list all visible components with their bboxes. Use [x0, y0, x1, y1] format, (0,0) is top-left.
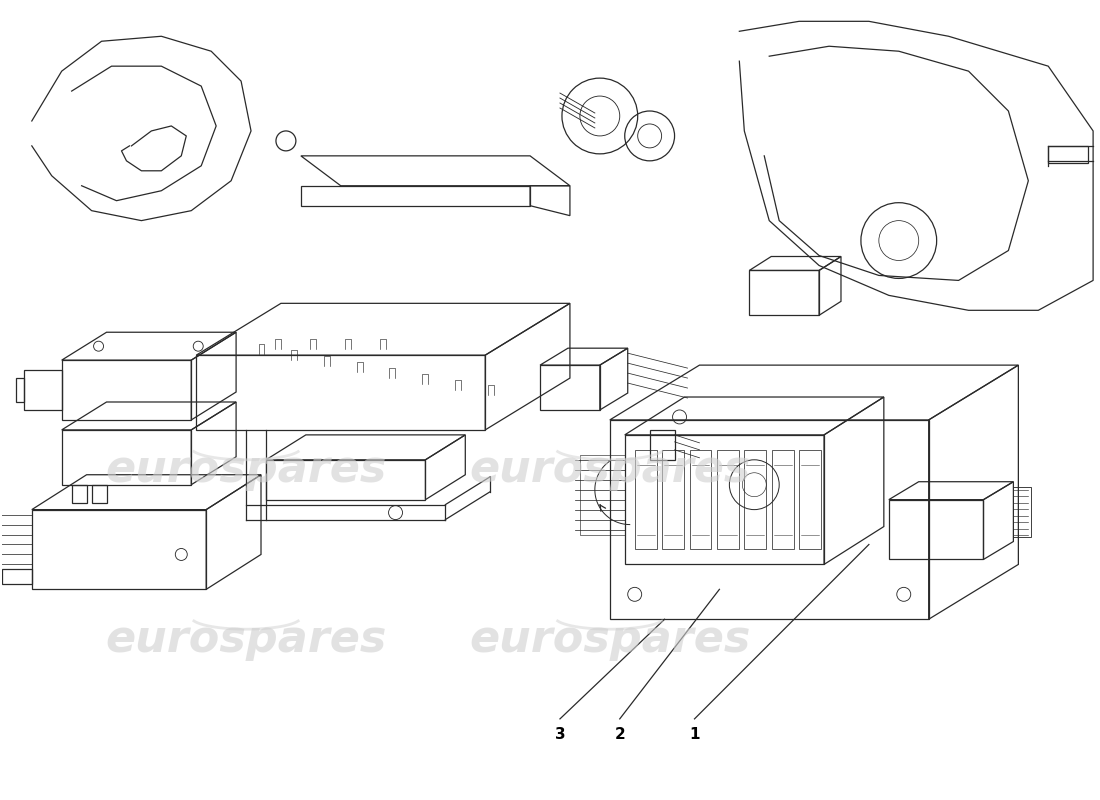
Text: 3: 3 — [554, 727, 565, 742]
Text: eurospares: eurospares — [106, 618, 387, 661]
Text: eurospares: eurospares — [469, 448, 750, 491]
Text: eurospares: eurospares — [106, 448, 387, 491]
Text: 1: 1 — [690, 727, 700, 742]
Text: 2: 2 — [615, 727, 625, 742]
Text: eurospares: eurospares — [469, 618, 750, 661]
